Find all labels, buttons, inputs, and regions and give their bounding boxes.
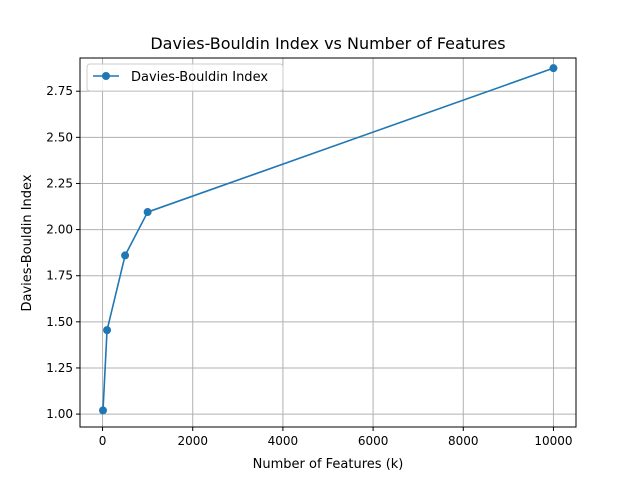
legend-box xyxy=(86,63,284,92)
data-point-marker xyxy=(121,251,130,260)
tick-layer: 0 2000 4000 6000 8000 10000 1.00 1.25 1.50 1.75 2.… xyxy=(46,84,572,448)
y-tick-label: 2.75 xyxy=(46,84,73,98)
data-point-marker xyxy=(103,326,112,335)
legend-marker-swatch xyxy=(102,72,110,80)
y-tick-label: 1.75 xyxy=(46,269,73,283)
grid-layer xyxy=(80,58,576,427)
data-point-marker xyxy=(549,64,558,73)
series-layer xyxy=(98,64,558,415)
y-tick-label: 2.50 xyxy=(46,130,73,144)
legend: Davies-Bouldin Index xyxy=(86,63,284,92)
y-tick-label: 1.25 xyxy=(46,361,73,375)
plot-frame xyxy=(79,57,577,428)
y-axis-label: Davies-Bouldin Index xyxy=(20,174,35,311)
x-tick-label: 10000 xyxy=(534,434,572,448)
x-tick-label: 0 xyxy=(99,434,107,448)
data-point-marker xyxy=(143,208,152,217)
chart-title: Davies-Bouldin Index vs Number of Featur… xyxy=(150,34,505,53)
y-tick-label: 1.00 xyxy=(46,407,73,421)
x-axis-label: Number of Features (k) xyxy=(253,457,404,472)
x-tick-label: 6000 xyxy=(358,434,389,448)
data-point-marker xyxy=(98,406,107,415)
y-tick-label: 1.50 xyxy=(46,315,73,329)
x-tick-label: 2000 xyxy=(177,434,208,448)
y-tick-label: 2.00 xyxy=(46,223,73,237)
x-tick-label: 8000 xyxy=(448,434,479,448)
legend-entry-label: Davies-Bouldin Index xyxy=(131,70,268,85)
x-tick-label: 4000 xyxy=(268,434,299,448)
y-tick-label: 2.25 xyxy=(46,176,73,190)
